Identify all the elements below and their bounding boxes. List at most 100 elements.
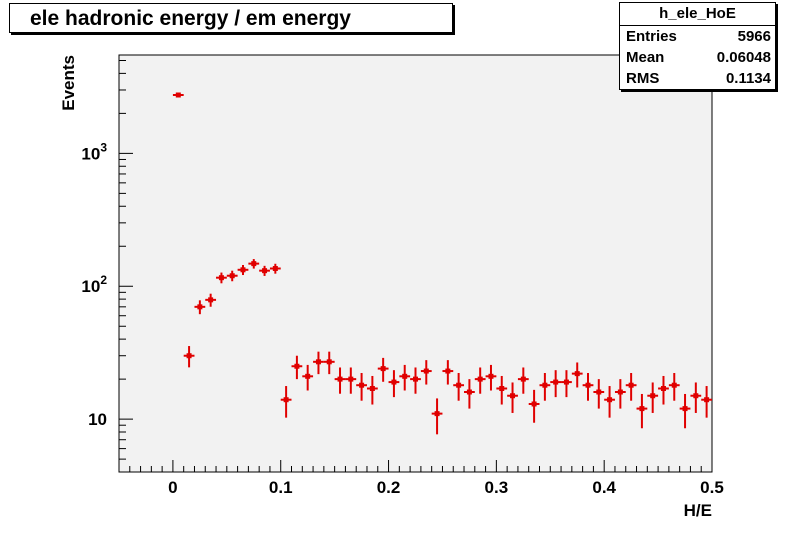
- data-point: [496, 375, 508, 405]
- marker: [542, 382, 548, 388]
- marker: [456, 382, 462, 388]
- data-point: [528, 389, 540, 423]
- x-tick-label: 0.1: [269, 478, 293, 497]
- marker: [693, 393, 699, 399]
- stats-value: 5966: [737, 28, 771, 45]
- data-point: [172, 92, 184, 98]
- data-point: [334, 367, 346, 394]
- data-point: [302, 364, 314, 391]
- marker: [391, 379, 397, 385]
- data-point: [507, 382, 518, 413]
- data-point: [647, 382, 659, 413]
- data-point: [701, 386, 712, 418]
- x-tick-label: 0: [168, 478, 177, 497]
- marker: [488, 373, 494, 379]
- marker: [369, 386, 375, 392]
- data-point: [291, 355, 303, 380]
- marker: [315, 359, 321, 365]
- data-point: [517, 367, 529, 394]
- data-point: [388, 370, 400, 398]
- stats-row-mean: Mean 0.06048: [620, 47, 775, 68]
- y-tick-label: 102: [81, 273, 107, 296]
- marker: [240, 267, 246, 273]
- data-point: [248, 259, 260, 269]
- marker: [434, 411, 440, 417]
- data-point: [453, 372, 465, 401]
- data-point: [485, 364, 497, 391]
- marker: [326, 359, 332, 365]
- data-point: [194, 300, 206, 315]
- data-point: [561, 370, 572, 398]
- marker: [585, 382, 591, 388]
- stats-value: 0.1134: [725, 70, 771, 87]
- x-tick-label: 0.4: [592, 478, 616, 497]
- x-tick-label: 0.2: [377, 478, 401, 497]
- data-point: [464, 379, 475, 409]
- data-point: [550, 370, 562, 398]
- x-axis-label: H/E: [684, 501, 712, 520]
- marker: [704, 397, 710, 403]
- data-point: [636, 393, 648, 429]
- marker: [348, 376, 354, 382]
- marker: [553, 379, 559, 385]
- stats-histogram-name: h_ele_HoE: [620, 3, 775, 26]
- marker: [445, 368, 451, 374]
- marker: [520, 376, 526, 382]
- stats-value: 0.06048: [716, 49, 771, 66]
- y-tick-label: 10: [88, 410, 107, 429]
- data-point: [216, 272, 227, 284]
- marker: [283, 397, 289, 403]
- marker: [294, 363, 300, 369]
- data-point: [323, 351, 335, 375]
- data-point: [604, 386, 615, 418]
- marker: [531, 401, 537, 407]
- data-point: [345, 367, 357, 394]
- data-point: [571, 362, 583, 388]
- data-point: [658, 375, 669, 405]
- data-point: [690, 382, 702, 413]
- marker: [186, 353, 192, 359]
- marker: [671, 382, 677, 388]
- y-tick-label: 103: [81, 140, 107, 163]
- marker: [208, 297, 214, 303]
- data-point: [280, 386, 292, 418]
- data-point: [237, 264, 249, 276]
- marker: [402, 373, 408, 379]
- marker: [423, 368, 429, 374]
- stats-label: Mean: [626, 49, 665, 66]
- data-point: [377, 357, 389, 382]
- data-point: [539, 372, 551, 401]
- marker: [197, 304, 203, 310]
- axes: 0 0.1 0.2 0.3 0.4 0.5 10 102 103 H/E Events: [59, 55, 724, 520]
- title-box: ele hadronic energy / em energy: [9, 3, 453, 33]
- data-point: [259, 265, 270, 276]
- stats-box: h_ele_HoE Entries 5966 Mean 0.06048 RMS …: [619, 2, 776, 90]
- y-axis-label: Events: [59, 55, 78, 111]
- marker: [175, 92, 181, 98]
- marker: [607, 397, 613, 403]
- marker: [596, 389, 602, 395]
- data-point: [410, 367, 421, 394]
- data-point: [366, 375, 378, 405]
- data-point: [679, 393, 691, 429]
- chart-title: ele hadronic energy / em energy: [30, 7, 351, 30]
- plot-area: [118, 54, 713, 473]
- marker: [380, 366, 386, 372]
- data-point: [226, 270, 238, 282]
- marker: [660, 386, 666, 392]
- marker: [251, 261, 257, 267]
- data-point: [431, 398, 443, 435]
- data-point: [593, 379, 605, 409]
- x-tick-label: 0.5: [700, 478, 724, 497]
- data-point: [399, 364, 411, 391]
- data-points: [172, 92, 712, 435]
- marker: [510, 393, 516, 399]
- marker: [682, 406, 688, 412]
- marker: [413, 376, 418, 382]
- marker: [359, 382, 365, 388]
- marker: [650, 393, 656, 399]
- marker: [574, 371, 580, 377]
- marker: [218, 275, 224, 281]
- data-point: [625, 372, 637, 401]
